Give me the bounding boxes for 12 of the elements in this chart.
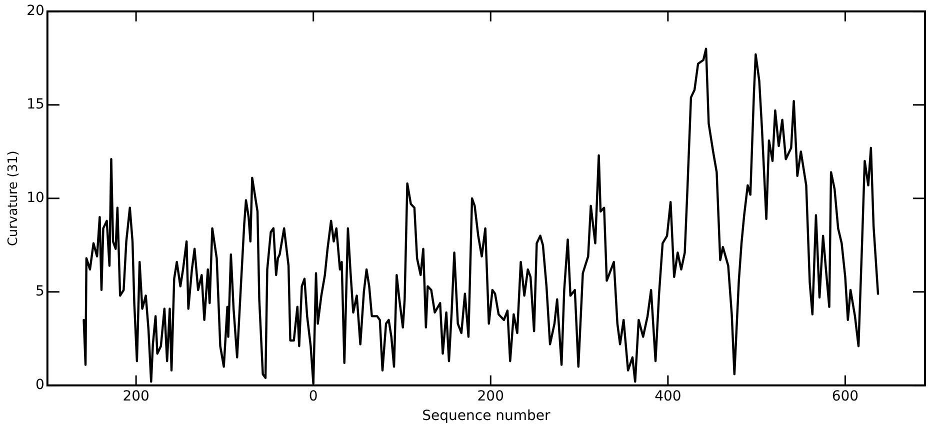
y-tick-label: 10 xyxy=(26,190,44,206)
y-tick-label: 15 xyxy=(26,96,44,113)
y-axis-title: Curvature (31) xyxy=(6,150,22,246)
y-tick-label: 20 xyxy=(26,3,44,20)
x-tick-label: 200 xyxy=(477,388,504,404)
x-tick-label: 0 xyxy=(308,388,318,404)
y-tick-label: 5 xyxy=(35,284,44,300)
x-axis-title: Sequence number xyxy=(422,408,551,424)
x-tick-label: 200 xyxy=(122,388,150,404)
y-tick-label: 0 xyxy=(35,377,44,394)
x-tick-label: 600 xyxy=(832,388,859,404)
x-tick-label: 400 xyxy=(654,388,682,404)
